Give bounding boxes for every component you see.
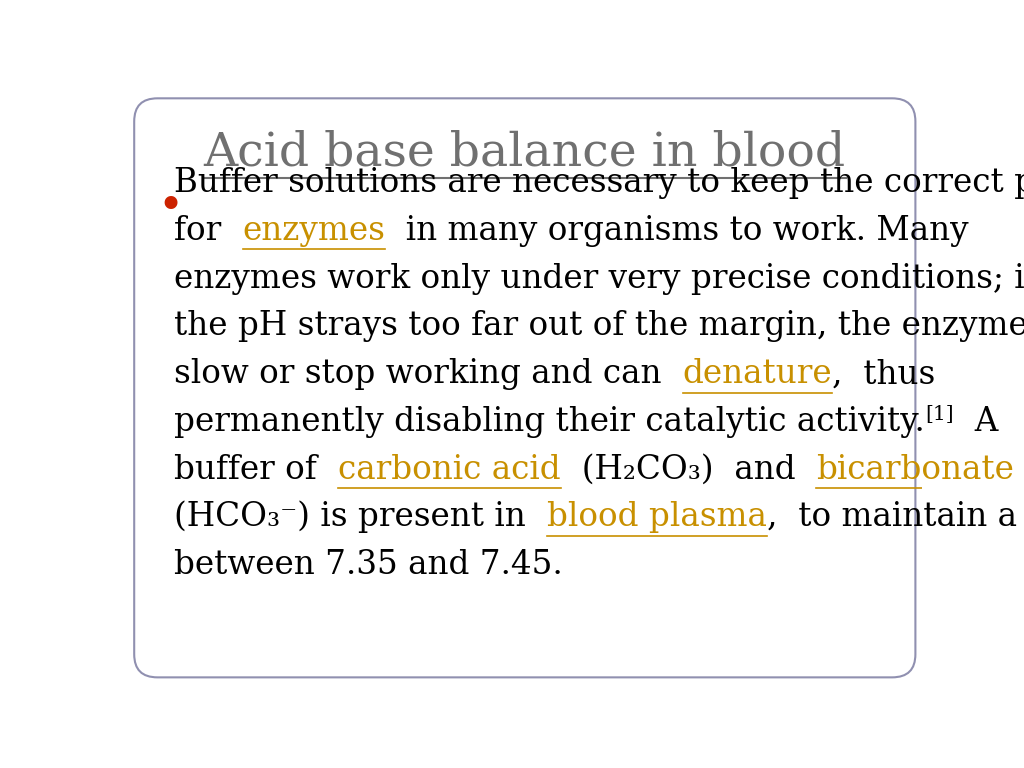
- Text: enzymes: enzymes: [243, 215, 385, 247]
- Text: the pH strays too far out of the margin, the enzymes: the pH strays too far out of the margin,…: [174, 310, 1024, 343]
- Text: bicarbonate: bicarbonate: [816, 454, 1014, 485]
- Text: denature: denature: [683, 358, 833, 390]
- Text: (HCO₃⁻) is present in: (HCO₃⁻) is present in: [174, 501, 547, 534]
- Text: Buffer solutions are necessary to keep the correct pH: Buffer solutions are necessary to keep t…: [174, 167, 1024, 199]
- Text: in many organisms to work. Many: in many organisms to work. Many: [385, 215, 969, 247]
- Text: enzymes work only under very precise conditions; if: enzymes work only under very precise con…: [174, 263, 1024, 295]
- Text: slow or stop working and can: slow or stop working and can: [174, 358, 683, 390]
- Text: carbonic acid: carbonic acid: [338, 454, 560, 485]
- Text: (H₂CO₃)  and: (H₂CO₃) and: [560, 454, 816, 485]
- Text: [1]: [1]: [926, 406, 954, 424]
- Text: ,  thus: , thus: [833, 358, 936, 390]
- Text: •: •: [158, 184, 183, 227]
- Text: permanently disabling their catalytic activity.: permanently disabling their catalytic ac…: [174, 406, 926, 438]
- Text: buffer of: buffer of: [174, 454, 338, 485]
- Text: between 7.35 and 7.45.: between 7.35 and 7.45.: [174, 549, 563, 581]
- Text: blood plasma: blood plasma: [547, 502, 767, 534]
- Text: for: for: [174, 215, 243, 247]
- Text: A: A: [954, 406, 998, 438]
- FancyBboxPatch shape: [134, 98, 915, 677]
- Text: ,  to maintain a pH: , to maintain a pH: [767, 502, 1024, 534]
- Text: Acid base balance in blood: Acid base balance in blood: [204, 131, 846, 176]
